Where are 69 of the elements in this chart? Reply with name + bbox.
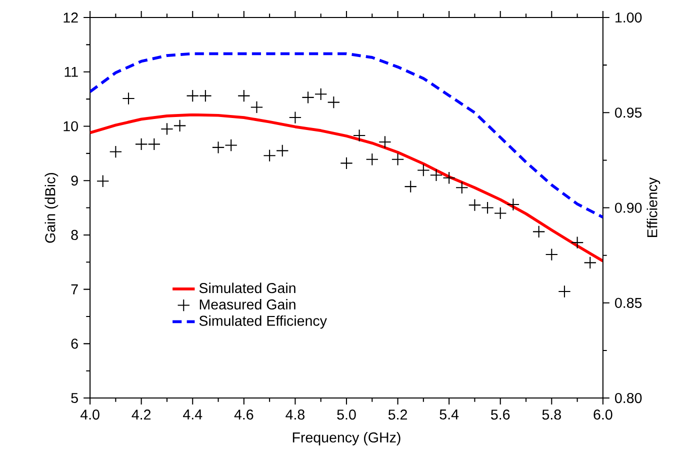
point <box>378 135 392 148</box>
line-series <box>90 113 603 262</box>
point <box>327 96 340 109</box>
x-tick-label: 4.0 <box>80 409 100 420</box>
y2-tick-label: 0.85 <box>614 298 642 308</box>
point <box>199 89 212 102</box>
point <box>160 122 174 136</box>
y2-tick-label: 1.00 <box>616 12 642 22</box>
y-tick-label: 12 <box>64 12 78 22</box>
x-axis-title: Frequency (GHz) <box>292 432 400 446</box>
x-tick-label: 4.6 <box>234 409 254 420</box>
point <box>532 225 546 238</box>
point <box>430 168 443 182</box>
point <box>134 138 148 150</box>
x-tick-label: 4.8 <box>286 409 304 420</box>
legend-label: Simulated Gain <box>199 282 296 293</box>
y2-tick-label: 0.90 <box>614 202 642 213</box>
y-tick-label: 11 <box>64 66 78 77</box>
point <box>570 236 584 249</box>
x-tick-label: 5.4 <box>440 409 459 420</box>
point <box>456 181 468 194</box>
point <box>481 201 494 214</box>
x-tick-label: 5.2 <box>388 409 407 420</box>
point <box>366 152 378 166</box>
point <box>276 144 289 157</box>
point <box>391 152 404 166</box>
x-tick-label: 4.4 <box>183 409 202 420</box>
y2-tick-label: 0.80 <box>614 392 642 403</box>
point <box>558 284 571 298</box>
point <box>148 138 161 150</box>
point <box>417 164 430 176</box>
point <box>250 100 264 114</box>
x-tick-label: 5.6 <box>491 409 510 420</box>
point <box>109 145 122 158</box>
y2-tick-label: 0.95 <box>614 107 642 118</box>
point <box>494 206 507 220</box>
point <box>506 198 520 211</box>
x-tick-label: 5.8 <box>542 409 561 420</box>
x-tick-label: 6.0 <box>594 409 612 420</box>
point <box>302 90 314 104</box>
point <box>584 256 596 269</box>
point <box>263 149 276 162</box>
point <box>238 89 250 102</box>
legend-label: Measured Gain <box>200 298 296 310</box>
point <box>352 128 366 142</box>
point <box>340 156 353 170</box>
point <box>212 140 225 154</box>
point <box>468 198 482 212</box>
x-tick-label: 5.0 <box>337 409 356 420</box>
y-axis-title: Gain (dBic) <box>44 172 58 243</box>
y-tick-label: 6 <box>71 338 78 349</box>
y-tick-label: 7 <box>71 284 78 294</box>
point <box>224 138 238 152</box>
point <box>96 174 110 188</box>
point <box>186 89 199 102</box>
x-tick-label: 4.2 <box>132 409 151 420</box>
point <box>442 171 456 184</box>
y-tick-label: 5 <box>71 392 78 403</box>
y2-axis-title: Efficiency <box>646 177 660 237</box>
legend-label: Simulated Efficiency <box>199 315 327 329</box>
y-tick-label: 10 <box>64 121 78 132</box>
point <box>288 111 302 124</box>
y-tick-label: 9 <box>71 175 78 186</box>
point <box>173 119 186 132</box>
y-tick-label: 8 <box>71 230 78 240</box>
point <box>314 88 328 100</box>
point <box>545 248 558 261</box>
point <box>404 180 417 193</box>
point <box>122 92 135 105</box>
